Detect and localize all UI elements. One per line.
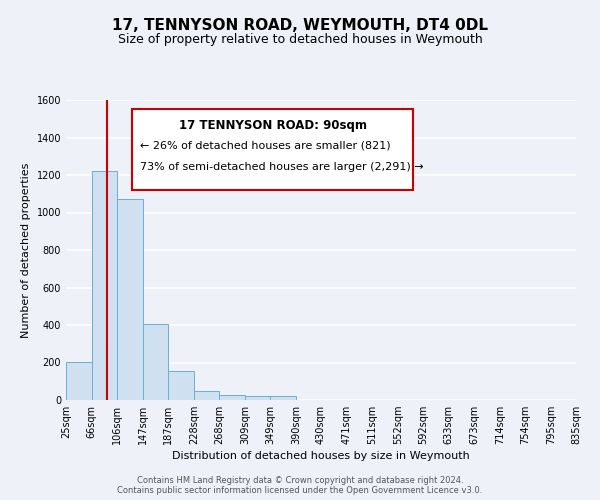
Bar (92, 171, 117, 400)
Text: 17 TENNYSON ROAD: 90sqm: 17 TENNYSON ROAD: 90sqm (179, 120, 367, 132)
Bar (270, 396, 296, 400)
Text: 17, TENNYSON ROAD, WEYMOUTH, DT4 0DL: 17, TENNYSON ROAD, WEYMOUTH, DT4 0DL (112, 18, 488, 32)
Text: Size of property relative to detached houses in Weymouth: Size of property relative to detached ho… (118, 32, 482, 46)
Bar (117, 200, 143, 400)
Bar (219, 396, 245, 400)
Text: 73% of semi-detached houses are larger (2,291) →: 73% of semi-detached houses are larger (… (140, 162, 424, 172)
X-axis label: Distribution of detached houses by size in Weymouth: Distribution of detached houses by size … (172, 452, 470, 462)
Bar (194, 390, 219, 400)
FancyBboxPatch shape (133, 109, 413, 190)
Text: Contains HM Land Registry data © Crown copyright and database right 2024.: Contains HM Land Registry data © Crown c… (137, 476, 463, 485)
Bar (168, 371, 194, 400)
Text: Contains public sector information licensed under the Open Government Licence v3: Contains public sector information licen… (118, 486, 482, 495)
Bar (66, 362, 92, 400)
Bar (245, 396, 270, 400)
Bar (143, 324, 168, 400)
Y-axis label: Number of detached properties: Number of detached properties (21, 162, 31, 338)
Text: ← 26% of detached houses are smaller (821): ← 26% of detached houses are smaller (82… (140, 140, 391, 150)
